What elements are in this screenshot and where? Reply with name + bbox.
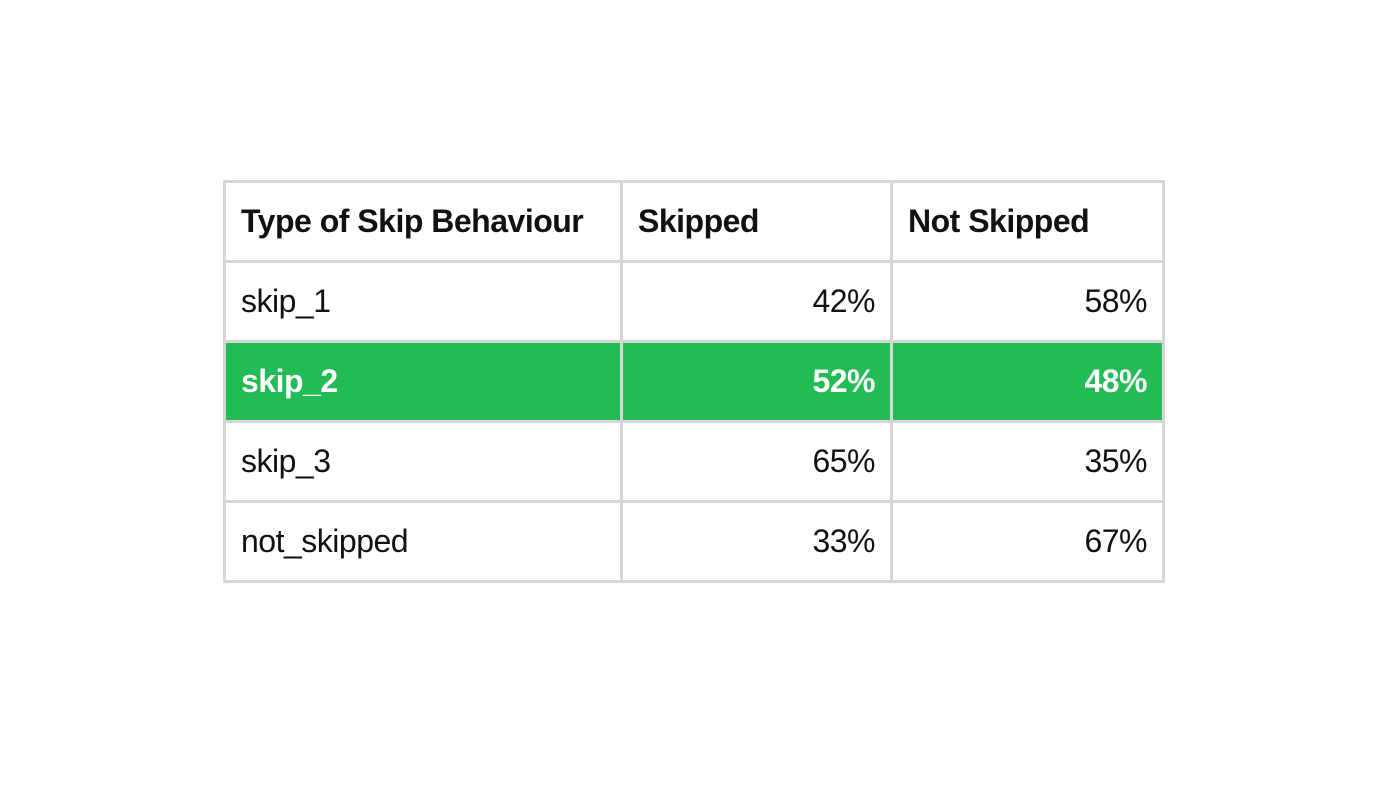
cell-type: skip_2 (223, 340, 623, 423)
cell-type: not_skipped (223, 500, 623, 583)
table-body: skip_1 42% 58% skip_2 52% 48% skip_3 65%… (223, 260, 1165, 583)
cell-skipped: 42% (620, 260, 893, 343)
cell-skipped: 65% (620, 420, 893, 503)
table-row-highlighted: skip_2 52% 48% (223, 340, 1165, 423)
cell-not-skipped: 48% (890, 340, 1165, 423)
header-skipped: Skipped (620, 180, 893, 263)
cell-not-skipped: 67% (890, 500, 1165, 583)
cell-type: skip_3 (223, 420, 623, 503)
skip-behaviour-table: Type of Skip Behaviour Skipped Not Skipp… (223, 180, 1165, 583)
cell-not-skipped: 35% (890, 420, 1165, 503)
cell-not-skipped: 58% (890, 260, 1165, 343)
table-header: Type of Skip Behaviour Skipped Not Skipp… (223, 180, 1165, 263)
header-not-skipped: Not Skipped (890, 180, 1165, 263)
cell-skipped: 52% (620, 340, 893, 423)
table-row: skip_3 65% 35% (223, 420, 1165, 503)
skip-behaviour-table-container: Type of Skip Behaviour Skipped Not Skipp… (223, 180, 1165, 583)
table-row: skip_1 42% 58% (223, 260, 1165, 343)
header-row: Type of Skip Behaviour Skipped Not Skipp… (223, 180, 1165, 263)
cell-skipped: 33% (620, 500, 893, 583)
table-row: not_skipped 33% 67% (223, 500, 1165, 583)
header-type-of-skip-behaviour: Type of Skip Behaviour (223, 180, 623, 263)
cell-type: skip_1 (223, 260, 623, 343)
